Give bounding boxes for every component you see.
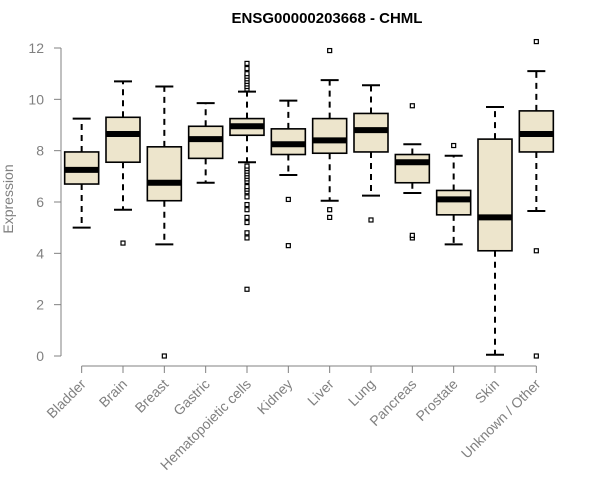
y-tick-label: 10	[28, 91, 44, 107]
y-tick-label: 2	[36, 297, 44, 313]
outlier-point	[244, 214, 250, 220]
y-axis-label: Expression	[0, 164, 16, 233]
y-tick-label: 12	[28, 40, 44, 56]
box-body	[311, 117, 348, 155]
outlier-point	[533, 353, 539, 359]
box-kidney	[270, 99, 307, 249]
box-lung	[353, 84, 389, 223]
outlier-point	[244, 219, 250, 226]
box-skin	[477, 106, 513, 356]
y-axis: 0 2 4 6 8 10 12	[28, 40, 62, 364]
outlier-point	[244, 65, 250, 72]
y-tick-label: 6	[36, 194, 44, 210]
outlier-point	[120, 240, 126, 246]
box-body	[105, 116, 141, 164]
outlier-point	[244, 230, 250, 236]
outlier-point	[327, 207, 333, 213]
outlier-point	[244, 201, 250, 208]
box-body	[435, 189, 472, 216]
x-tick-label: Brain	[96, 376, 130, 410]
x-tick-label: Lung	[345, 376, 378, 409]
box-brain	[105, 80, 141, 246]
outlier-point	[244, 163, 250, 169]
outlier-point	[409, 232, 415, 238]
outlier-point	[451, 142, 457, 149]
box-body	[146, 146, 183, 202]
outlier-point	[285, 196, 291, 203]
y-tick-label: 0	[36, 348, 44, 364]
y-tick-label: 4	[36, 245, 44, 261]
x-tick-label: Skin	[472, 376, 503, 407]
box-pancreas	[394, 103, 431, 241]
outlier-point	[327, 214, 333, 220]
box-body	[394, 153, 431, 184]
box-body	[477, 138, 513, 252]
x-tick-label: Kidney	[254, 376, 296, 418]
outlier-point	[368, 217, 374, 223]
outlier-point	[285, 243, 291, 249]
x-tick-label: Bladder	[43, 376, 89, 422]
x-tick-label: Prostate	[413, 376, 461, 424]
outlier-point	[327, 47, 333, 54]
outlier-point	[409, 103, 415, 109]
box-bladder	[63, 117, 100, 229]
box-hematopoietic-cells	[229, 60, 265, 292]
y-tick-label: 8	[36, 143, 44, 159]
box-gastric	[187, 102, 224, 184]
outlier-point	[244, 194, 250, 200]
outlier-point	[244, 207, 250, 213]
x-tick-label: Liver	[304, 376, 337, 409]
outlier-point	[244, 60, 250, 67]
outlier-point	[244, 286, 250, 292]
box-breast	[146, 85, 183, 359]
plot-area	[63, 38, 555, 359]
outlier-point	[244, 184, 250, 190]
outlier-point	[161, 353, 167, 359]
outlier-point	[244, 235, 250, 241]
outlier-point	[244, 71, 250, 77]
x-tick-label: Breast	[132, 376, 172, 416]
box-body	[187, 125, 224, 160]
outlier-point	[533, 248, 539, 254]
box-prostate	[435, 142, 472, 246]
box-unknown-other	[518, 38, 555, 359]
outlier-point	[533, 38, 539, 45]
box-liver	[311, 47, 348, 220]
chart-title: ENSG00000203668 - CHML	[232, 10, 423, 27]
